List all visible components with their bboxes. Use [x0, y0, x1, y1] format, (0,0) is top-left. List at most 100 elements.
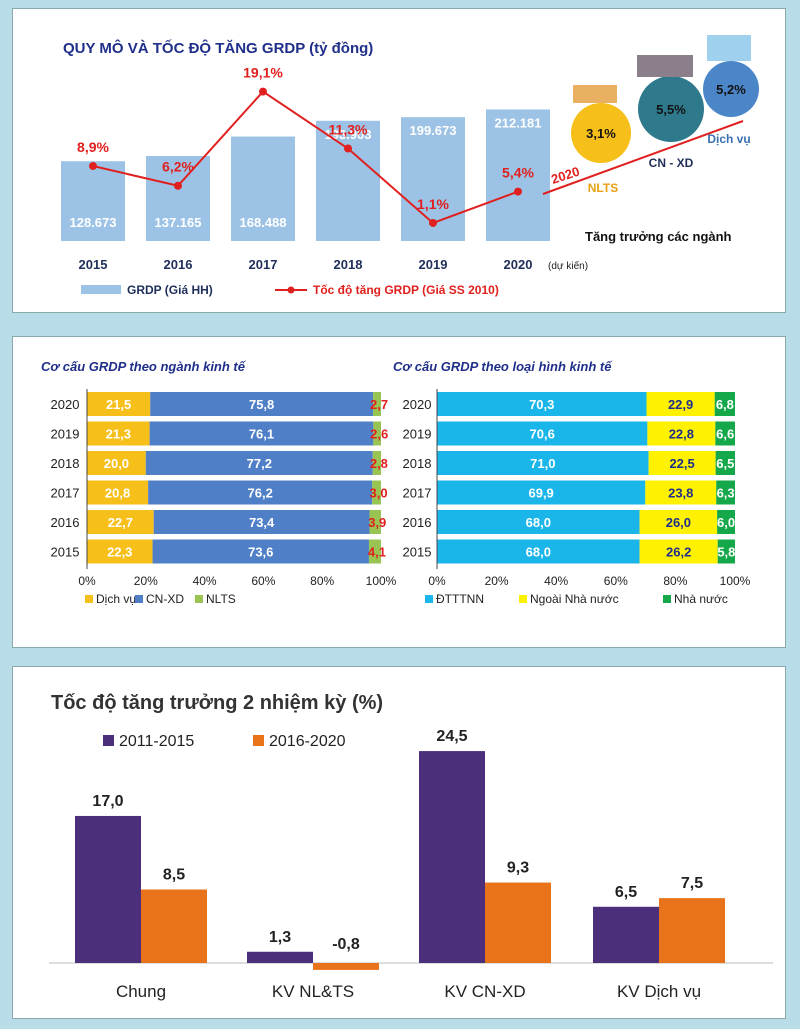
category-note: (dự kiến) — [548, 260, 588, 272]
x-tick-label: 20% — [134, 574, 158, 588]
icon-agri — [573, 85, 617, 103]
legend-swatch — [103, 735, 114, 746]
stack-value-label: 3,9 — [368, 515, 386, 530]
stack-value-label: 23,8 — [668, 486, 693, 501]
growth-point — [514, 187, 522, 196]
bar-grdp — [486, 109, 550, 241]
stack-segment — [437, 539, 640, 564]
stack-segment — [152, 539, 369, 564]
sector-bubble — [571, 103, 631, 163]
stack-segment — [717, 539, 735, 564]
icon-industry — [637, 55, 693, 77]
growth-point — [259, 87, 267, 96]
stack-value-label: 3,0 — [370, 486, 388, 501]
bar — [659, 898, 725, 963]
legend-swatch-bar — [81, 285, 121, 294]
bar — [247, 951, 313, 963]
x-tick-label: 0% — [428, 574, 446, 588]
stack-segment — [437, 480, 646, 505]
growth-two-terms-chart: Tốc độ tăng trưởng 2 nhiệm kỳ (%) 2011-20… — [49, 692, 773, 1001]
legend-swatch — [425, 595, 433, 603]
stack-value-label: 22,8 — [669, 427, 694, 442]
growth-label: 5,4% — [502, 165, 534, 181]
bar-value-label: 1,3 — [269, 929, 291, 946]
x-tick-label: 100% — [720, 574, 751, 588]
growth-point — [429, 218, 437, 227]
legend-label-line: Tốc độ tăng GRDP (Giá SS 2010) — [313, 283, 499, 297]
stack-value-label: 26,0 — [666, 515, 691, 530]
x-tick-label: 2020 — [504, 257, 533, 272]
stack-value-label: 6,6 — [716, 427, 734, 442]
stack-segment — [717, 510, 735, 534]
stack-segment — [645, 480, 717, 505]
sector-year: 2020 — [549, 164, 581, 187]
stack-value-label: 71,0 — [530, 456, 555, 471]
bar-grdp — [316, 120, 380, 241]
stack-chart-title: Cơ cấu GRDP theo ngành kinh tế — [41, 359, 247, 374]
y-tick-label: 2020 — [51, 397, 80, 412]
stack-value-label: 68,0 — [526, 515, 551, 530]
stack-value-label: 6,8 — [716, 397, 734, 412]
stack-segment — [87, 510, 154, 534]
stack-value-label: 26,2 — [666, 545, 691, 560]
stack-value-label: 73,6 — [248, 545, 273, 560]
grdp-structure-panel: Cơ cấu GRDP theo ngành kinh tế 2020 21,5 75… — [12, 336, 786, 648]
bar-value-label: 6,5 — [615, 884, 637, 901]
stack-value-label: 21,5 — [106, 397, 131, 412]
stack-segment — [437, 451, 649, 475]
stack-segment — [437, 421, 648, 446]
y-tick-label: 2018 — [51, 456, 80, 471]
stack-segment — [368, 539, 381, 564]
legend-swatch — [519, 595, 527, 603]
bar-value-label: 17,0 — [92, 793, 123, 810]
bar-value-label: 7,5 — [681, 875, 703, 892]
legend-label: Ngoài Nhà nước — [530, 592, 619, 606]
growth-label: 1,1% — [417, 196, 449, 212]
x-tick-label: 2018 — [334, 257, 363, 272]
legend-label: CN-XD — [146, 592, 184, 606]
stack-value-label: 22,7 — [108, 515, 133, 530]
chart-title: QUY MÔ VÀ TỐC ĐỘ TĂNG GRDP (tỷ đồng) — [63, 39, 373, 57]
stack-value-label: 20,8 — [105, 486, 130, 501]
x-tick-label: 80% — [663, 574, 687, 588]
legend-swatch — [663, 595, 671, 603]
legend-label: Nhà nước — [674, 592, 728, 606]
stack-segment — [646, 392, 715, 416]
y-tick-label: 2017 — [403, 486, 432, 501]
sector-arrow — [542, 120, 744, 195]
x-tick-label: KV CN-XD — [444, 982, 525, 1001]
sector-bubble — [703, 61, 759, 117]
x-tick-label: 2016 — [164, 257, 193, 272]
stack-segment — [372, 451, 381, 475]
bar-value-label: 193.903 — [325, 127, 372, 142]
stack-value-label: 76,2 — [248, 486, 273, 501]
bar — [313, 963, 379, 970]
stack-segment — [87, 421, 150, 446]
stack-value-label: 2,7 — [370, 397, 388, 412]
growth-point — [344, 144, 352, 153]
stack-segment — [437, 510, 640, 534]
y-tick-label: 2015 — [51, 545, 80, 560]
chart-title: Tốc độ tăng trưởng 2 nhiệm kỳ (%) — [51, 692, 383, 714]
stack-value-label: 70,6 — [530, 427, 555, 442]
x-tick-label: 40% — [193, 574, 217, 588]
stack-value-label: 2,6 — [370, 427, 388, 442]
sector-name: Dịch vụ — [707, 132, 750, 146]
x-tick-label: 2019 — [419, 257, 448, 272]
stack-segment — [148, 480, 373, 505]
bar-value-label: 8,5 — [163, 866, 185, 883]
stack-segment — [715, 451, 735, 475]
legend-label: NLTS — [206, 592, 236, 606]
stack-value-label: 76,1 — [249, 427, 274, 442]
stack-value-label: 6,3 — [717, 486, 735, 501]
legend-swatch — [253, 735, 264, 746]
x-tick-label: 60% — [251, 574, 275, 588]
stack-value-label: 6,5 — [716, 456, 734, 471]
stack-segment — [373, 392, 381, 416]
stack-segment — [437, 392, 647, 416]
stack-segment — [87, 451, 146, 475]
legend-swatch — [195, 595, 203, 603]
y-tick-label: 2017 — [51, 486, 80, 501]
stack-value-label: 69,9 — [528, 486, 553, 501]
x-tick-label: 2015 — [79, 257, 108, 272]
